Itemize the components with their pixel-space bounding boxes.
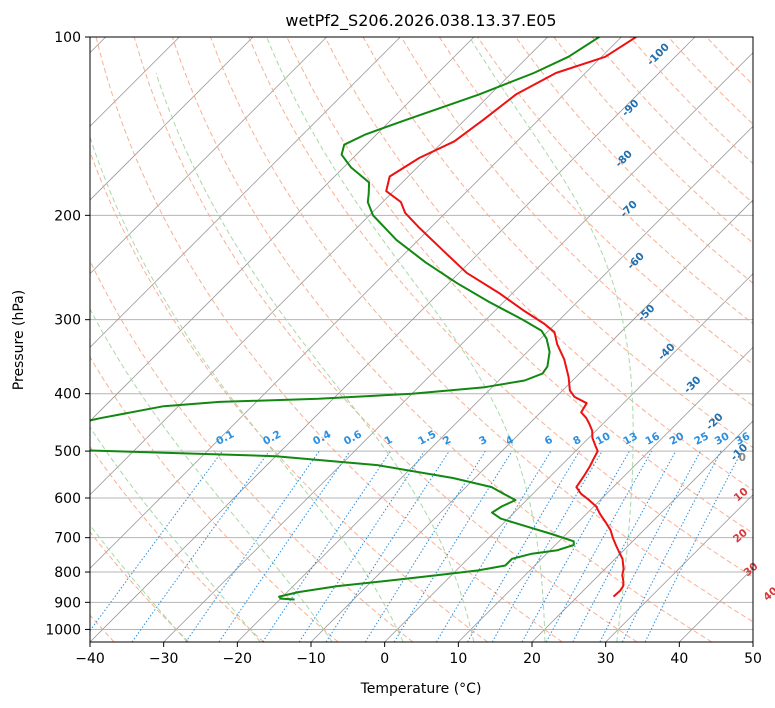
mixing-ratio-line — [364, 450, 486, 642]
x-tick-label: −20 — [223, 651, 253, 667]
dry-adiabat — [95, 37, 563, 642]
isotherm--20 — [237, 125, 753, 642]
moist-adiabat-label: 0 — [739, 452, 746, 464]
plot-frame — [89, 36, 754, 643]
y-tick-label: 300 — [54, 313, 81, 329]
isotherm--70 — [90, 37, 475, 422]
x-tick-label: 50 — [744, 651, 762, 667]
dry-adiabat — [248, 37, 753, 578]
y-tick-label: 600 — [54, 491, 81, 507]
mixing-ratio-line — [393, 450, 513, 642]
y-tick-label: 500 — [54, 444, 81, 460]
mixing-ratio-line — [262, 450, 392, 642]
mixing-ratio-line — [298, 450, 425, 642]
dewpoint-profile — [90, 37, 600, 601]
plot-background — [90, 37, 753, 642]
moist-adiabat — [155, 72, 475, 642]
dry-adiabat — [133, 37, 638, 642]
dry-adiabat — [90, 445, 264, 642]
chart-title: wetPf2_S206.2026.038.13.37.E05 — [285, 11, 556, 31]
mixing-ratio-line — [545, 450, 653, 642]
mixing-ratio-line — [185, 450, 320, 642]
y-axis-label: Pressure (hPa) — [11, 290, 27, 390]
background-lines — [90, 37, 753, 642]
mixing-ratio-line — [435, 450, 552, 642]
y-tick-label: 900 — [54, 595, 81, 611]
x-tick-label: −40 — [75, 651, 105, 667]
x-tick-label: 30 — [597, 651, 615, 667]
moist-adiabat — [90, 135, 404, 642]
mixing-ratio-line — [325, 450, 450, 642]
isotherm-20 — [531, 420, 753, 642]
dry-adiabat — [438, 37, 753, 366]
isotherm--50 — [90, 37, 622, 569]
sounding-profiles — [90, 37, 637, 601]
y-tick-label: 700 — [54, 531, 81, 547]
dry-adiabat — [400, 37, 753, 407]
dry-adiabat — [171, 37, 712, 642]
mixing-ratio-line — [218, 450, 351, 642]
y-tick-label: 1000 — [45, 622, 81, 638]
mixing-ratio-line — [90, 450, 223, 632]
x-tick-label: 40 — [670, 651, 688, 667]
isotherm--60 — [90, 37, 548, 496]
y-tick-label: 800 — [54, 565, 81, 581]
mixing-ratio-line — [644, 450, 743, 642]
x-tick-label: −30 — [149, 651, 179, 667]
temperature-profile — [385, 37, 637, 598]
mixing-ratio-line — [572, 450, 677, 642]
axes: −40 −30 −20 −10 0 10 20 30 40 50 100 200 300 400 500 60… — [45, 30, 762, 667]
mixing-ratio-line — [521, 450, 630, 642]
y-tick-label: 200 — [54, 208, 81, 224]
dry-adiabat — [90, 259, 414, 642]
dry-adiabat — [515, 37, 753, 284]
isotherm-30 — [605, 494, 753, 642]
mixing-ratio-line — [131, 450, 270, 642]
dry-adiabat — [324, 37, 753, 491]
isotherm--100 — [90, 37, 254, 201]
moist-adiabat — [469, 37, 634, 642]
isotherm-10 — [458, 346, 753, 642]
x-tick-label: −10 — [296, 651, 326, 667]
y-tick-label: 400 — [54, 387, 81, 403]
x-tick-label: 0 — [380, 651, 389, 667]
isotherm--80 — [90, 37, 401, 348]
x-axis-label: Temperature (°C) — [360, 681, 482, 697]
y-tick-label: 100 — [54, 30, 81, 46]
x-tick-label: 10 — [449, 651, 467, 667]
isotherm--40 — [90, 37, 696, 642]
moist-adiabat — [266, 37, 546, 642]
dry-adiabat — [90, 531, 190, 642]
isotherm--30 — [163, 52, 753, 642]
mixing-ratio-line — [621, 450, 722, 642]
isotherm-0 — [384, 273, 753, 642]
moist-adiabat — [90, 426, 261, 642]
x-tick-label: 20 — [523, 651, 541, 667]
moist-adiabat — [90, 308, 333, 642]
isotherm--90 — [90, 37, 327, 275]
dry-adiabat — [90, 150, 488, 642]
dry-adiabat — [90, 356, 339, 642]
dry-adiabat — [210, 37, 753, 623]
mixing-ratio-line — [599, 450, 701, 642]
